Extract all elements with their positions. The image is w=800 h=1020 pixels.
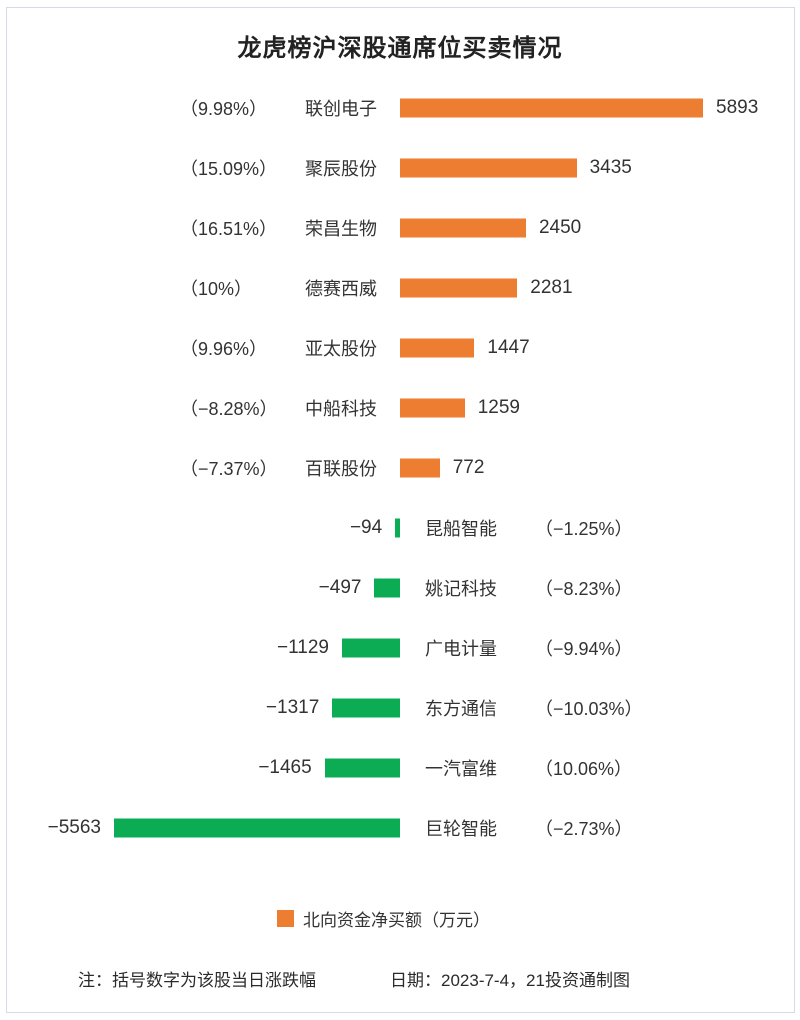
pct-change-label: （9.98%） (180, 99, 268, 119)
bar-chart: （9.98%） 联创电子 5893 （15.09%） 聚辰股份 3435 （16.51%） 荣… (0, 78, 800, 858)
stock-name: 东方通信 (425, 699, 497, 719)
pct-change-label: （−1.25%） (535, 519, 633, 539)
value-label: −497 (318, 577, 362, 598)
bar-negative (332, 698, 400, 718)
pct-change-label: （−7.37%） (180, 459, 278, 479)
bar-positive (400, 338, 475, 358)
stock-name: 中船科技 (305, 399, 377, 419)
pct-change-label: （10%） (180, 279, 253, 299)
bar-positive (400, 218, 526, 238)
stock-name: 巨轮智能 (425, 819, 497, 839)
footnote: 注：括号数字为该股当日涨跌幅 (78, 971, 316, 990)
chart-row: −94 昆船智能 （−1.25%） (0, 498, 800, 558)
bar-positive (400, 458, 440, 478)
bar-positive (400, 158, 577, 178)
value-label: 2450 (538, 217, 582, 238)
legend-label: 北向资金净买额（万元） (303, 911, 490, 930)
value-label: −1465 (258, 757, 312, 778)
chart-row: （10%） 德赛西威 2281 (0, 258, 800, 318)
stock-name: 昆船智能 (425, 519, 497, 539)
stock-name: 德赛西威 (305, 279, 377, 299)
pct-change-label: （−8.23%） (535, 579, 633, 599)
pct-change-label: （10.06%） (535, 759, 633, 779)
pct-change-label: （−2.73%） (535, 819, 633, 839)
chart-row: −1129 广电计量 （−9.94%） (0, 618, 800, 678)
legend: 北向资金净买额（万元） (277, 906, 490, 931)
stock-name: 联创电子 (305, 99, 377, 119)
chart-row: −1465 一汽富维 （10.06%） (0, 738, 800, 798)
value-label: 1259 (477, 397, 520, 418)
value-label: −1317 (265, 697, 320, 718)
date-credit: 日期：2023-7-4，21投资通制图 (390, 971, 630, 990)
value-label: 1447 (487, 337, 530, 358)
stock-name: 姚记科技 (425, 579, 497, 599)
chart-row: （9.96%） 亚太股份 1447 (0, 318, 800, 378)
value-label: 772 (452, 457, 485, 478)
pct-change-label: （9.96%） (180, 339, 268, 359)
stock-name: 亚太股份 (305, 339, 377, 359)
stock-name: 百联股份 (305, 459, 377, 479)
bar-negative (341, 638, 400, 658)
chart-title: 龙虎榜沪深股通席位买卖情况 (237, 35, 563, 62)
pct-change-label: （−9.94%） (535, 639, 633, 659)
bar-positive (400, 278, 518, 298)
stock-name: 聚辰股份 (305, 159, 377, 179)
chart-row: （−7.37%） 百联股份 772 (0, 438, 800, 498)
pct-change-label: （−8.28%） (180, 399, 278, 419)
bar-negative (395, 518, 400, 538)
stock-name: 荣昌生物 (305, 219, 377, 239)
value-label: −1129 (277, 637, 329, 658)
bar-negative (113, 818, 400, 838)
bar-negative (324, 758, 400, 778)
chart-row: （9.98%） 联创电子 5893 (0, 78, 800, 138)
bar-positive (400, 398, 465, 418)
chart-row: −497 姚记科技 （−8.23%） (0, 558, 800, 618)
chart-row: （15.09%） 聚辰股份 3435 (0, 138, 800, 198)
stock-name: 广电计量 (425, 639, 497, 659)
footer: 注：括号数字为该股当日涨跌幅 日期：2023-7-4，21投资通制图 (0, 966, 800, 990)
chart-row: −1317 东方通信 （−10.03%） (0, 678, 800, 738)
pct-change-label: （15.09%） (180, 159, 278, 179)
legend-swatch-icon (277, 910, 294, 927)
chart-row: （−8.28%） 中船科技 1259 (0, 378, 800, 438)
chart-row: −5563 巨轮智能 （−2.73%） (0, 798, 800, 858)
bar-positive (400, 98, 703, 118)
bar-negative (374, 578, 400, 598)
value-label: 5893 (716, 97, 759, 118)
stock-name: 一汽富维 (425, 759, 497, 779)
pct-change-label: （−10.03%） (535, 699, 643, 719)
chart-row: （16.51%） 荣昌生物 2450 (0, 198, 800, 258)
value-label: 2281 (530, 277, 573, 298)
value-label: −5563 (47, 817, 101, 838)
value-label: 3435 (589, 157, 632, 178)
value-label: −94 (349, 517, 383, 538)
pct-change-label: （16.51%） (180, 219, 278, 239)
